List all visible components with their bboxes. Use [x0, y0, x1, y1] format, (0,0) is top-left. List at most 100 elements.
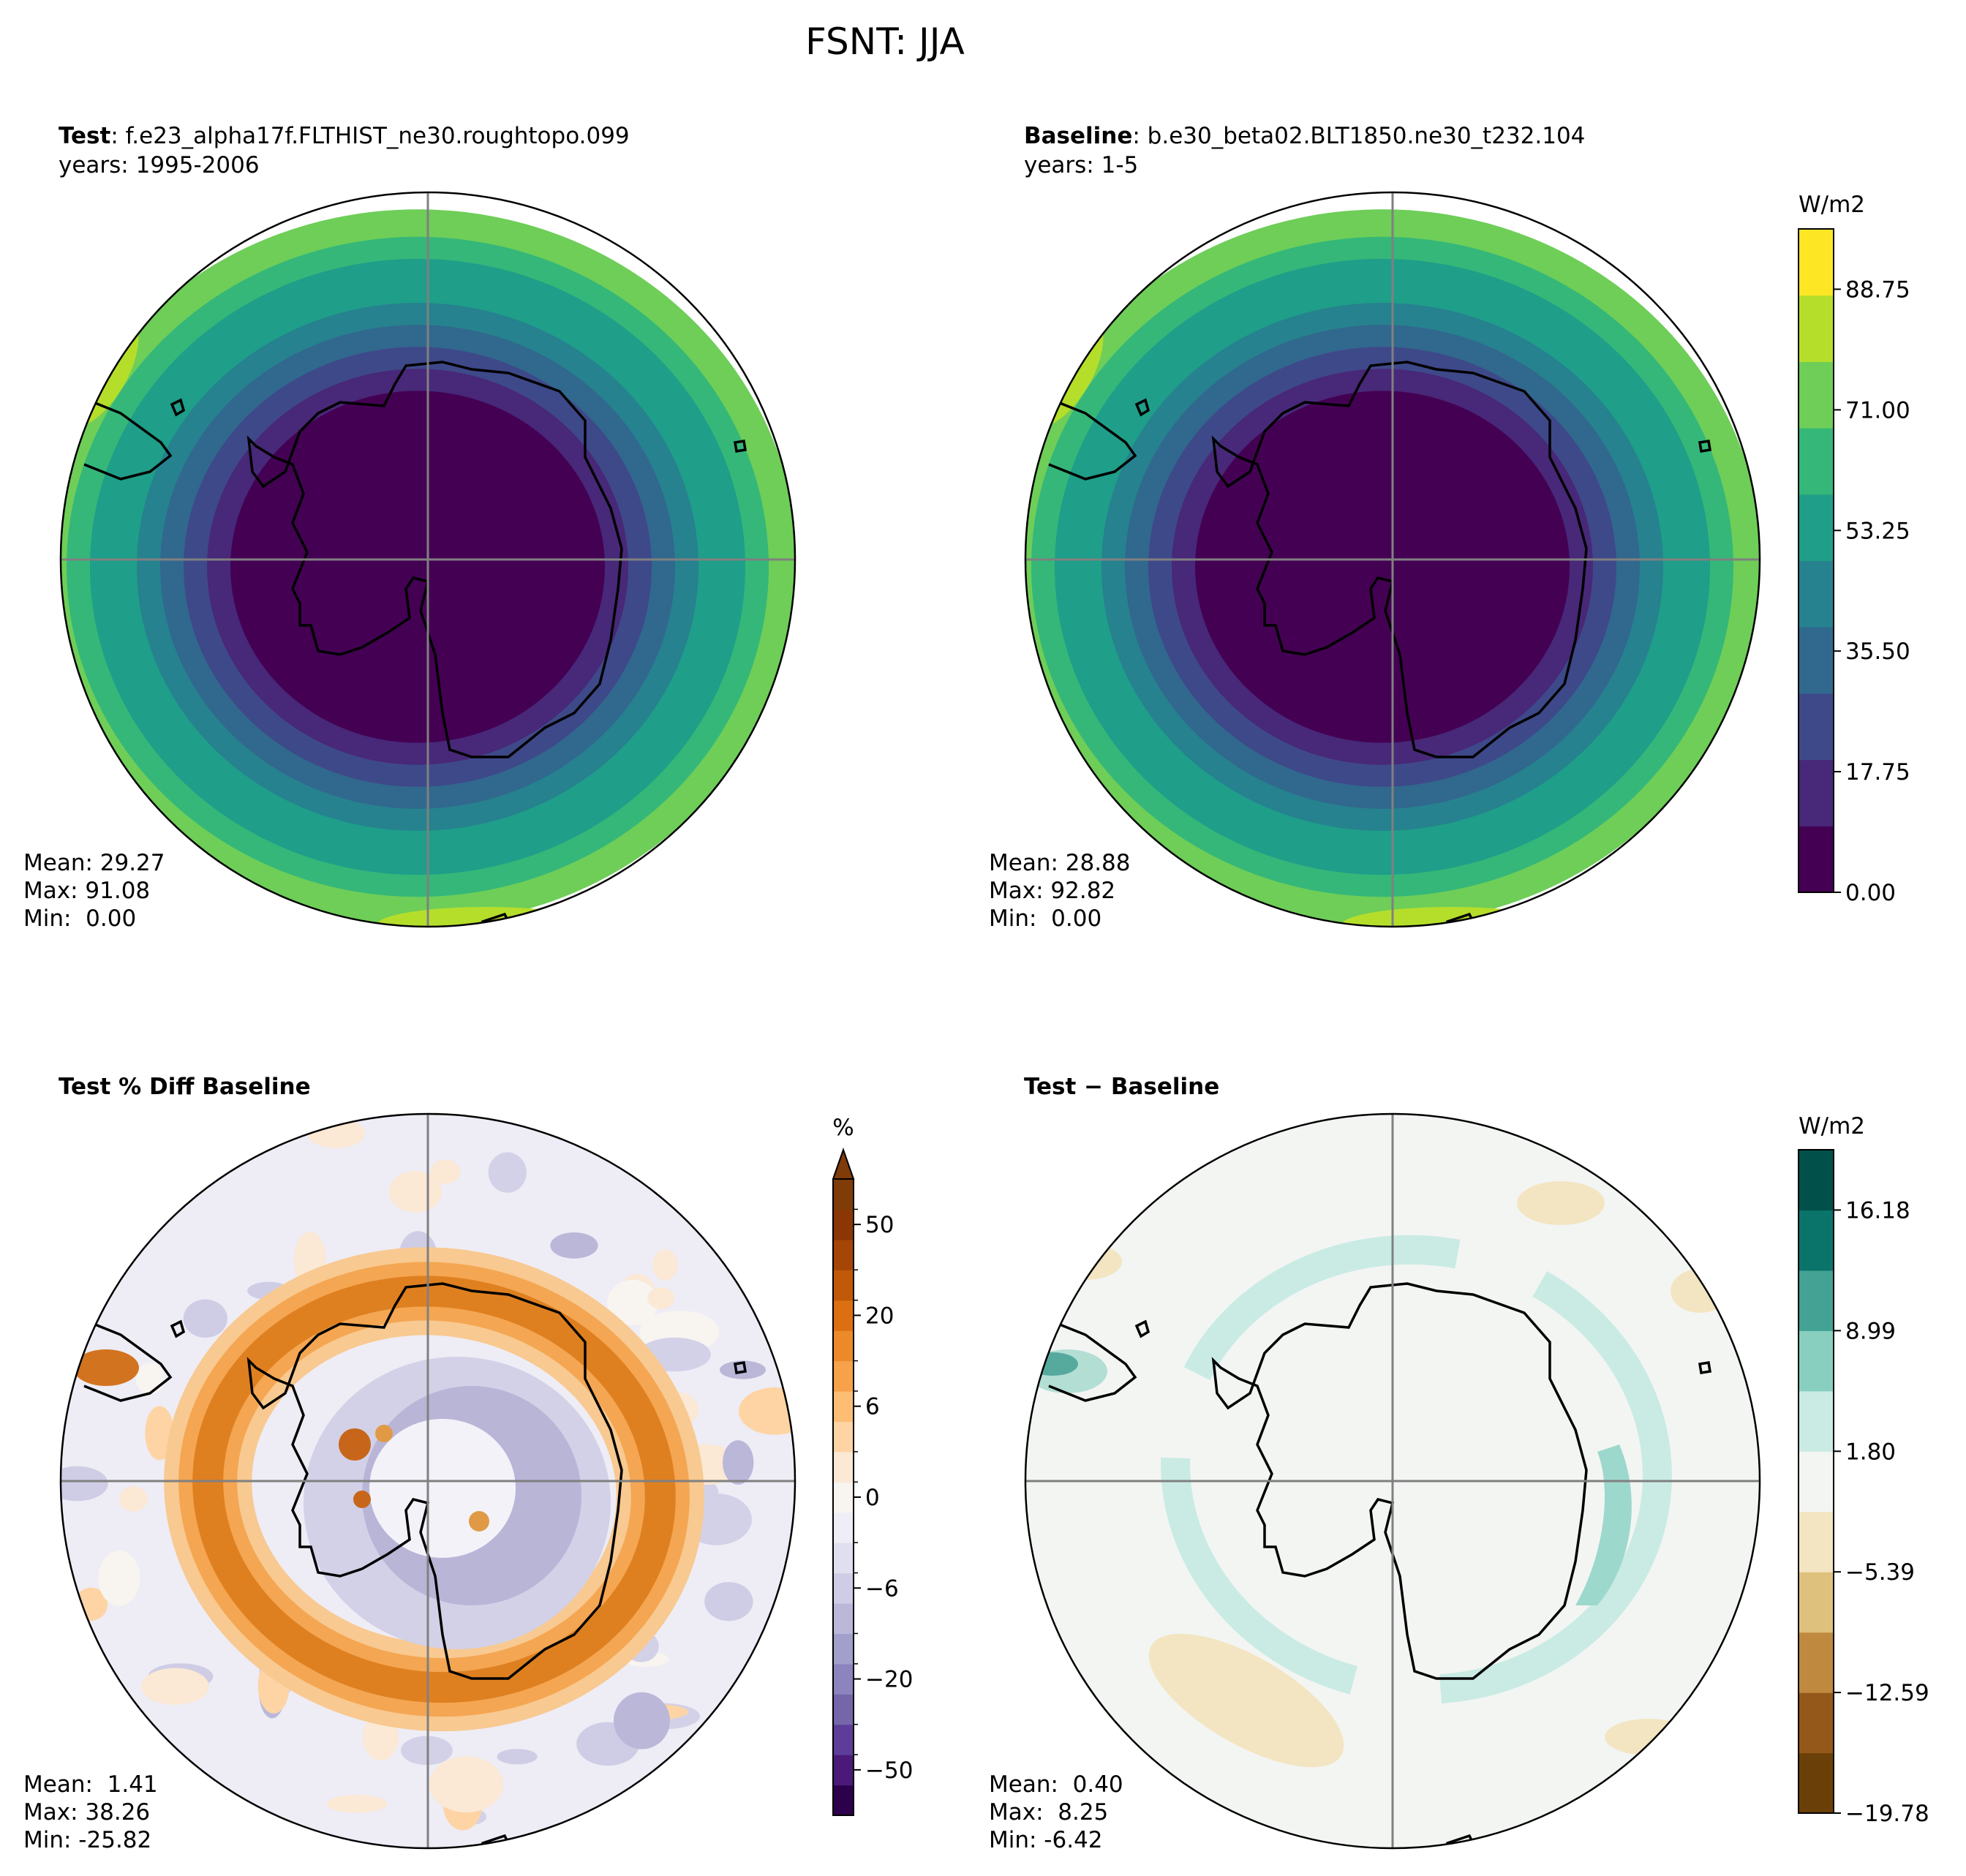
panel-baseline-case: : b.e30_beta02.BLT1850.ne30_t232.104: [1132, 123, 1585, 149]
contour-blob: [652, 1249, 678, 1281]
colorbar-segment: [1799, 627, 1834, 694]
colorbar-tick-label: 20: [865, 1303, 894, 1329]
figure-title: FSNT: JJA: [805, 20, 965, 63]
contour-blob: [704, 1582, 753, 1621]
contour-blob: [61, 1466, 108, 1502]
contour-band: [63, 310, 105, 370]
colorbar-difference-unit: W/m2: [1799, 1113, 1865, 1139]
contour-blob: [429, 1756, 504, 1813]
baseline-field-map: [1025, 209, 1760, 927]
panel-diff-min: Min: -6.42: [989, 1827, 1103, 1853]
map-boundary: [59, 1112, 796, 1850]
colorbar-tick-label: −12.59: [1845, 1680, 1929, 1706]
colorbar-segment: [1799, 1270, 1834, 1331]
panel-test-label: Test: [59, 123, 111, 149]
colorbar-tick-label: 16.18: [1845, 1197, 1910, 1224]
contour-blob: [183, 1299, 227, 1338]
contour-blob: [550, 1232, 598, 1259]
colorbar-tick-label: 0.00: [1845, 880, 1896, 906]
contour-blob: [145, 1406, 174, 1461]
colorbar-segment: [833, 1633, 854, 1665]
map-boundary: [1024, 191, 1761, 928]
map-boundary: [59, 191, 796, 928]
contour-band: [1195, 391, 1570, 743]
panel-test: Test: f.e23_alpha17f.FLTHIST_ne30.rought…: [23, 123, 796, 932]
panel-baseline-max: Max: 92.82: [989, 878, 1115, 904]
contour-blob: [307, 1118, 365, 1148]
colorbar-tick-label: 71.00: [1845, 397, 1910, 423]
colorbar-segment: [1799, 1210, 1834, 1271]
colorbar-segment: [833, 1330, 854, 1362]
panel-test-case: : f.e23_alpha17f.FLTHIST_ne30.roughtopo.…: [110, 123, 629, 149]
panel-pct-diff-mean: Mean: 1.41: [23, 1771, 158, 1798]
colorbar-segment: [1799, 560, 1834, 628]
colorbar-segment: [833, 1482, 854, 1513]
colorbar-tick-label: 0: [865, 1485, 880, 1511]
colorbar-segment: [1799, 229, 1834, 296]
colorbar-segment: [1799, 1330, 1834, 1392]
colorbar-segment: [833, 1542, 854, 1574]
panel-baseline: Baseline: b.e30_beta02.BLT1850.ne30_t232…: [989, 123, 1761, 932]
contour-blob: [720, 1360, 766, 1379]
colorbar-tick-label: 17.75: [1845, 759, 1910, 786]
panel-pct-diff-min: Min: -25.82: [23, 1827, 151, 1853]
contour-blob: [739, 1387, 795, 1435]
panel-pct-diff: Test % Diff Baseline: [23, 1074, 796, 1853]
panel-test-min: Min: 0.00: [23, 905, 136, 932]
contour-band: [1028, 310, 1070, 370]
colorbar-tick-label: −5.39: [1845, 1559, 1915, 1586]
colorbar-segment: [1799, 1150, 1834, 1211]
contour-blob: [497, 1749, 538, 1765]
colorbar-segment: [1799, 494, 1834, 562]
colorbar-segment: [833, 1663, 854, 1695]
contour-blob: [723, 1440, 754, 1485]
colorbar-segment: [1799, 361, 1834, 429]
colorbar-segment: [833, 1360, 854, 1392]
colorbar-segment: [833, 1451, 854, 1483]
colorbar-segment: [1799, 1390, 1834, 1452]
contour-blob: [488, 1152, 527, 1193]
contour-blob: [607, 1279, 658, 1326]
contour-blob: [430, 1159, 461, 1184]
colorbar-frame: [1798, 1149, 1834, 1814]
colorbar-segment: [1799, 826, 1834, 893]
colorbar-segment: [833, 1421, 854, 1453]
colorbar-tick-label: 50: [865, 1212, 894, 1238]
colorbar-segment: [833, 1572, 854, 1604]
colorbar-segment: [833, 1603, 854, 1635]
contour-blob: [326, 1795, 388, 1813]
test-field-map: [61, 209, 795, 927]
colorbar-tick-label: 1.80: [1845, 1439, 1896, 1465]
colorbar-tick-label: 35.50: [1845, 638, 1910, 665]
colorbar-tick-label: −6: [865, 1575, 899, 1602]
colorbar-tick-label: −19.78: [1845, 1801, 1929, 1827]
panel-diff-max: Max: 8.25: [989, 1799, 1108, 1826]
panel-diff-title: Test − Baseline: [1024, 1074, 1219, 1100]
panel-test-title: Test: f.e23_alpha17f.FLTHIST_ne30.rought…: [59, 123, 630, 149]
colorbar-segment: [833, 1209, 854, 1240]
colorbar-tick-label: 8.99: [1845, 1318, 1896, 1344]
contour-blob: [143, 1673, 176, 1703]
colorbar-segment: [1799, 1451, 1834, 1513]
colorbar-tick-label: 88.75: [1845, 276, 1910, 303]
colorbar-segment: [1799, 1572, 1834, 1633]
colorbar-tick-label: 53.25: [1845, 518, 1910, 544]
colorbar-segment: [1799, 1752, 1834, 1814]
colorbar-segment: [1799, 693, 1834, 761]
panel-baseline-years: years: 1-5: [1024, 152, 1138, 178]
contour-blob: [118, 1486, 148, 1512]
map-boundary: [1024, 1112, 1761, 1850]
panel-test-mean: Mean: 29.27: [23, 850, 165, 876]
panel-pct-diff-max: Max: 38.26: [23, 1799, 150, 1826]
colorbar-segment: [833, 1512, 854, 1543]
colorbar-segment: [1799, 1632, 1834, 1693]
colorbar-segment: [833, 1694, 854, 1725]
panel-baseline-min: Min: 0.00: [989, 905, 1101, 932]
colorbar-segment: [1799, 759, 1834, 826]
colorbar-segment: [833, 1300, 854, 1331]
colorbar-segment: [833, 1391, 854, 1423]
contour-blob: [388, 1171, 442, 1213]
colorbar-percent-unit: %: [832, 1115, 854, 1141]
panel-baseline-mean: Mean: 28.88: [989, 850, 1131, 876]
